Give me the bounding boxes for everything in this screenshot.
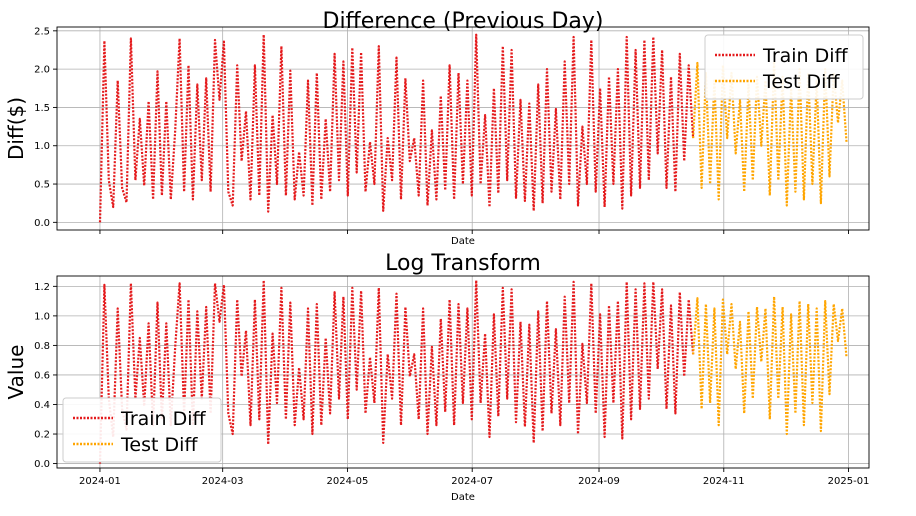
- axes-frame: [56, 275, 870, 469]
- panel-log-transform: 0.0 0.2 0.4 0.6 0.8 1.0 1.2 2024-01 2024-03 2024-…: [4, 251, 870, 503]
- legend: Train Diff Test Diff: [704, 34, 864, 100]
- series-line-train-diff: [98, 33, 695, 223]
- y-tick-label: 0.8: [34, 341, 50, 352]
- legend-box: [704, 34, 864, 100]
- x-axis-label: Date: [451, 236, 475, 247]
- y-tick-label: 0.0: [34, 218, 50, 229]
- chart-title: Difference (Previous Day): [323, 9, 604, 34]
- y-tick-label: 1.5: [34, 103, 50, 114]
- y-axis-label: Value: [4, 345, 28, 400]
- y-tick-label: 1.2: [34, 282, 50, 293]
- y-tick-label: 2.5: [34, 26, 50, 37]
- legend-label: Train Diff: [762, 45, 849, 67]
- legend-label: Test Diff: [120, 434, 198, 456]
- x-tick-label: 2025-01: [828, 476, 870, 487]
- x-tick-label: 2024-03: [202, 476, 244, 487]
- x-tick-label: 2024-05: [327, 476, 369, 487]
- y-tick-label: 0.5: [34, 180, 50, 191]
- x-tick-label: 2024-11: [703, 476, 745, 487]
- chart-title: Log Transform: [385, 251, 541, 276]
- y-tick-label: 0.4: [34, 400, 50, 411]
- x-tick-label: 2024-01: [79, 476, 121, 487]
- y-axis-label: Diff($): [4, 97, 28, 160]
- y-tick-label: 0.0: [34, 459, 50, 470]
- legend: Train Diff Test Diff: [62, 397, 222, 463]
- legend-label: Test Diff: [762, 71, 840, 93]
- y-tick-label: 2.0: [34, 65, 50, 76]
- series-line-test-diff: [692, 60, 848, 207]
- y-tick-label: 0.6: [34, 370, 50, 381]
- x-axis-label: Date: [451, 492, 475, 503]
- y-tick-label: 0.2: [34, 430, 50, 441]
- x-tick-label: 2024-09: [578, 476, 620, 487]
- x-tick-label: 2024-07: [451, 476, 493, 487]
- series-line-test-diff: [692, 295, 848, 436]
- y-tick-label: 1.0: [34, 141, 50, 152]
- legend-label: Train Diff: [120, 408, 207, 430]
- axes-frame: [56, 26, 870, 231]
- legend-box: [62, 397, 222, 463]
- y-tick-label: 1.0: [34, 311, 50, 322]
- panel-difference: 0.0 0.5 1.0 1.5 2.0 2.5 Difference (Previous D…: [4, 9, 870, 247]
- series-line-train-diff: [98, 279, 695, 464]
